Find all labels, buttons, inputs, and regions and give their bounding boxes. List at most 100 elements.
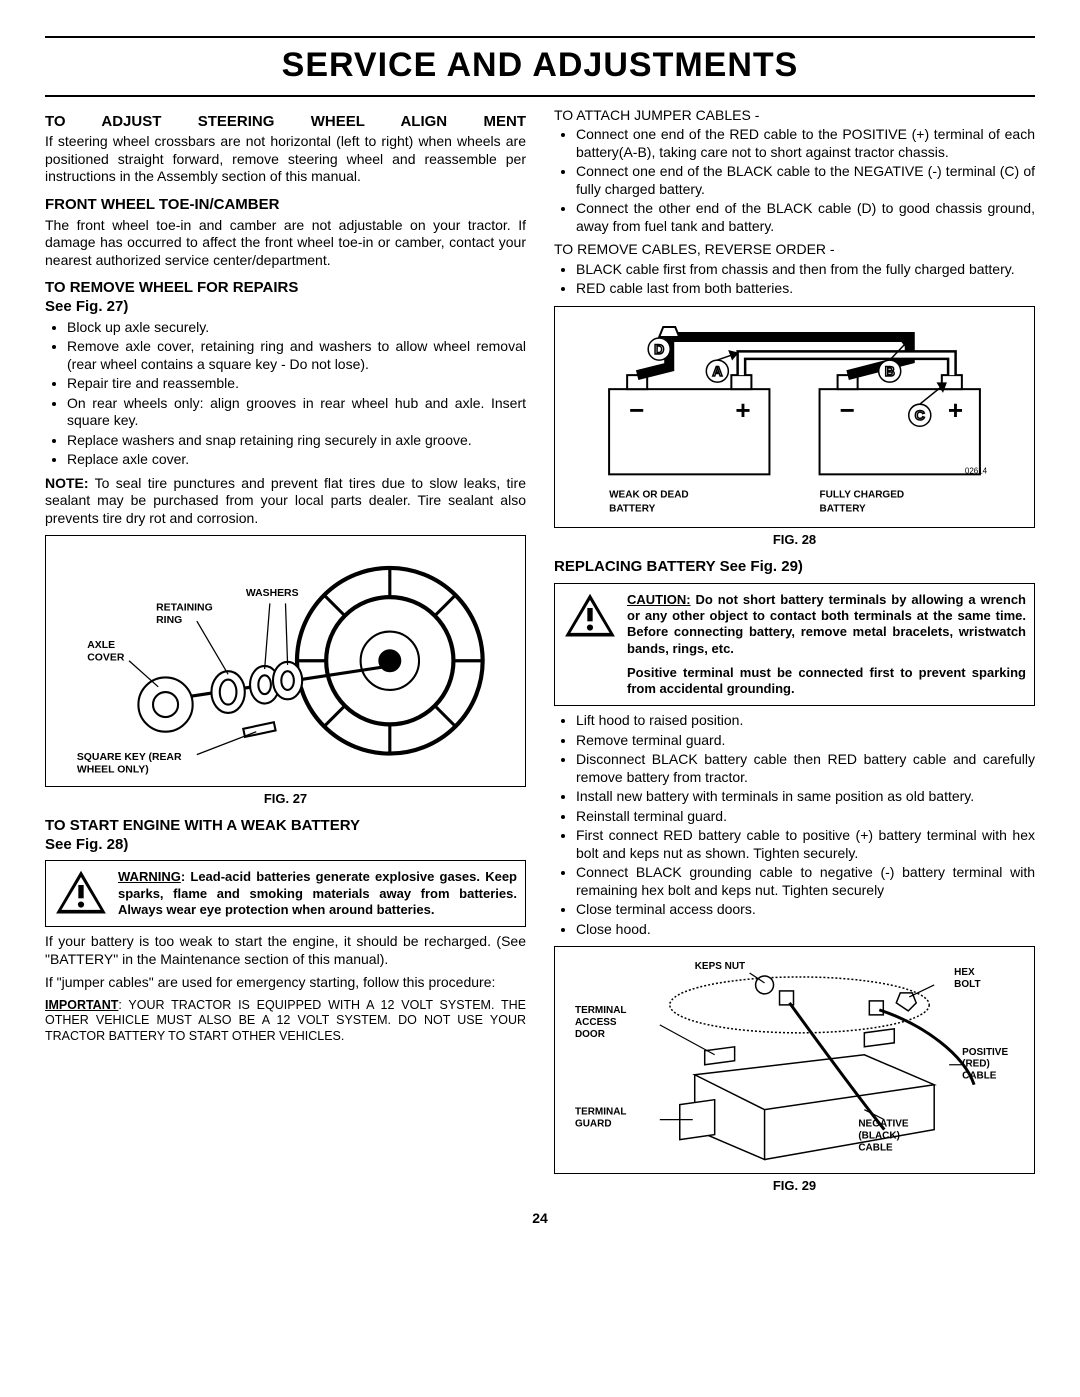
fig27-label-cover-2: COVER bbox=[87, 653, 125, 664]
rule-2 bbox=[45, 95, 1035, 97]
fig27-label-key-1: SQUARE KEY (REAR bbox=[77, 752, 182, 763]
fig28-caption: FIG. 28 bbox=[554, 532, 1035, 548]
list-item: Lift hood to raised position. bbox=[576, 712, 1035, 730]
sec-toein-title: FRONT WHEEL TOE-IN/CAMBER bbox=[45, 196, 526, 215]
fig28-svg: − + − + bbox=[569, 319, 1020, 519]
fig27-label-ring-1: RETAINING bbox=[156, 603, 213, 614]
fig29-pos-1: POSITIVE bbox=[962, 1047, 1008, 1058]
fig27-label-key-2: WHEEL ONLY) bbox=[77, 764, 149, 775]
attach-list: Connect one end of the RED cable to the … bbox=[554, 126, 1035, 235]
fig27-caption: FIG. 27 bbox=[45, 791, 526, 807]
list-item: Connect the other end of the BLACK cable… bbox=[576, 200, 1035, 235]
replace-list: Lift hood to raised position. Remove ter… bbox=[554, 712, 1035, 938]
fig29-hex-1: HEX bbox=[954, 967, 975, 978]
right-column: TO ATTACH JUMPER CABLES - Connect one en… bbox=[554, 103, 1035, 1203]
svg-text:C: C bbox=[915, 407, 925, 423]
note-label: NOTE: bbox=[45, 475, 89, 491]
fig29-neg-3: CABLE bbox=[858, 1143, 893, 1154]
remove-title: TO REMOVE CABLES, REVERSE ORDER - bbox=[554, 241, 1035, 259]
sec-removewheel-sub: See Fig. 27) bbox=[45, 298, 526, 317]
remove-list: BLACK cable first from chassis and then … bbox=[554, 261, 1035, 298]
fig29-door-1: TERMINAL bbox=[575, 1005, 627, 1016]
list-item: Reinstall terminal guard. bbox=[576, 808, 1035, 826]
list-item: RED cable last from both batteries. bbox=[576, 280, 1035, 298]
list-item: Remove terminal guard. bbox=[576, 732, 1035, 750]
sec-toein-body: The front wheel toe-in and camber are no… bbox=[45, 217, 526, 270]
list-item: Repair tire and reassemble. bbox=[67, 375, 526, 393]
sec-steering-title: TO ADJUST STEERING WHEEL ALIGN MENT bbox=[45, 113, 526, 132]
list-item: Close hood. bbox=[576, 921, 1035, 939]
page-title: SERVICE AND ADJUSTMENTS bbox=[45, 44, 1035, 87]
list-item: Block up axle securely. bbox=[67, 319, 526, 337]
fig29-caption: FIG. 29 bbox=[554, 1178, 1035, 1194]
fig28-full-2: BATTERY bbox=[820, 503, 866, 514]
fig29-neg-2: (BLACK) bbox=[858, 1131, 900, 1142]
fig28-box: − + − + bbox=[554, 306, 1035, 528]
fig29-neg-1: NEGATIVE bbox=[858, 1119, 909, 1130]
warning-text-1: WARNING: Lead-acid batteries generate ex… bbox=[118, 869, 517, 918]
svg-text:B: B bbox=[885, 363, 895, 379]
fig29-door-3: DOOR bbox=[575, 1029, 605, 1040]
important-text: : YOUR TRACTOR IS EQUIPPED WITH A 12 VOL… bbox=[45, 998, 526, 1043]
attach-title: TO ATTACH JUMPER CABLES - bbox=[554, 107, 1035, 125]
fig29-pos-3: CABLE bbox=[962, 1071, 997, 1082]
fig28-code: 02614 bbox=[965, 466, 988, 475]
list-item: Disconnect BLACK battery cable then RED … bbox=[576, 751, 1035, 786]
svg-text:D: D bbox=[654, 341, 664, 357]
list-item: Connect one end of the BLACK cable to th… bbox=[576, 163, 1035, 198]
important-label: IMPORTANT bbox=[45, 998, 118, 1012]
fig29-hex-2: BOLT bbox=[954, 979, 980, 990]
svg-text:−: − bbox=[629, 395, 644, 425]
svg-text:+: + bbox=[735, 395, 750, 425]
sec-steering-body: If steering wheel crossbars are not hori… bbox=[45, 133, 526, 186]
two-column-layout: TO ADJUST STEERING WHEEL ALIGN MENT If s… bbox=[45, 103, 1035, 1203]
svg-text:+: + bbox=[948, 395, 963, 425]
warning-box-1: WARNING: Lead-acid batteries generate ex… bbox=[45, 860, 526, 927]
fig29-guard-2: GUARD bbox=[575, 1119, 612, 1130]
list-item: BLACK cable first from chassis and then … bbox=[576, 261, 1035, 279]
sec-weakbatt-sub: See Fig. 28) bbox=[45, 836, 526, 855]
warn2-label: CAUTION: bbox=[627, 592, 691, 607]
list-item: First connect RED battery cable to posit… bbox=[576, 827, 1035, 862]
note-text: To seal tire punctures and prevent flat … bbox=[45, 475, 526, 526]
list-item: Replace axle cover. bbox=[67, 451, 526, 469]
removewheel-list: Block up axle securely. Remove axle cove… bbox=[45, 319, 526, 469]
fig28-full-1: FULLY CHARGED bbox=[820, 489, 905, 500]
list-item: On rear wheels only: align grooves in re… bbox=[67, 395, 526, 430]
fig27-label-cover-1: AXLE bbox=[87, 640, 115, 651]
weak-batt-p2: If "jumper cables" are used for emergenc… bbox=[45, 974, 526, 992]
list-item: Connect BLACK grounding cable to negativ… bbox=[576, 864, 1035, 899]
list-item: Close terminal access doors. bbox=[576, 901, 1035, 919]
fig27-svg: WASHERS RETAINING RING AXLE COVER SQUARE… bbox=[56, 546, 515, 776]
fig29-keps: KEPS NUT bbox=[695, 961, 745, 972]
page-number: 24 bbox=[45, 1210, 1035, 1228]
fig27-label-ring-2: RING bbox=[156, 615, 182, 626]
fig29-svg: KEPS NUT HEX BOLT TERMINAL ACCESS DOOR T… bbox=[565, 955, 1024, 1165]
warn1-label: WARNING bbox=[118, 869, 181, 884]
fig28-weak-1: WEAK OR DEAD bbox=[609, 489, 689, 500]
fig29-door-2: ACCESS bbox=[575, 1017, 617, 1028]
fig27-label-washers: WASHERS bbox=[246, 588, 299, 599]
list-item: Connect one end of the RED cable to the … bbox=[576, 126, 1035, 161]
svg-text:A: A bbox=[712, 363, 722, 379]
warning-icon bbox=[54, 869, 108, 917]
sec-replace-title: REPLACING BATTERY See Fig. 29) bbox=[554, 558, 1035, 577]
svg-text:−: − bbox=[840, 395, 855, 425]
left-column: TO ADJUST STEERING WHEEL ALIGN MENT If s… bbox=[45, 103, 526, 1203]
top-rule bbox=[45, 36, 1035, 38]
fig27-box: WASHERS RETAINING RING AXLE COVER SQUARE… bbox=[45, 535, 526, 787]
fig29-guard-1: TERMINAL bbox=[575, 1107, 627, 1118]
sec-weakbatt-title: TO START ENGINE WITH A WEAK BATTERY bbox=[45, 817, 526, 836]
list-item: Replace washers and snap retaining ring … bbox=[67, 432, 526, 450]
warning-text-2: CAUTION: Do not short battery terminals … bbox=[627, 592, 1026, 698]
fig28-weak-2: BATTERY bbox=[609, 503, 655, 514]
warning-box-2: CAUTION: Do not short battery terminals … bbox=[554, 583, 1035, 707]
list-item: Install new battery with terminals in sa… bbox=[576, 788, 1035, 806]
weak-batt-p1: If your battery is too weak to start the… bbox=[45, 933, 526, 968]
caution-icon bbox=[563, 592, 617, 640]
fig29-pos-2: (RED) bbox=[962, 1059, 990, 1070]
important-note: IMPORTANT: YOUR TRACTOR IS EQUIPPED WITH… bbox=[45, 998, 526, 1045]
fig29-box: KEPS NUT HEX BOLT TERMINAL ACCESS DOOR T… bbox=[554, 946, 1035, 1174]
warn2-extra: Positive terminal must be connected firs… bbox=[627, 665, 1026, 698]
sec-removewheel-title: TO REMOVE WHEEL FOR REPAIRS bbox=[45, 279, 526, 298]
